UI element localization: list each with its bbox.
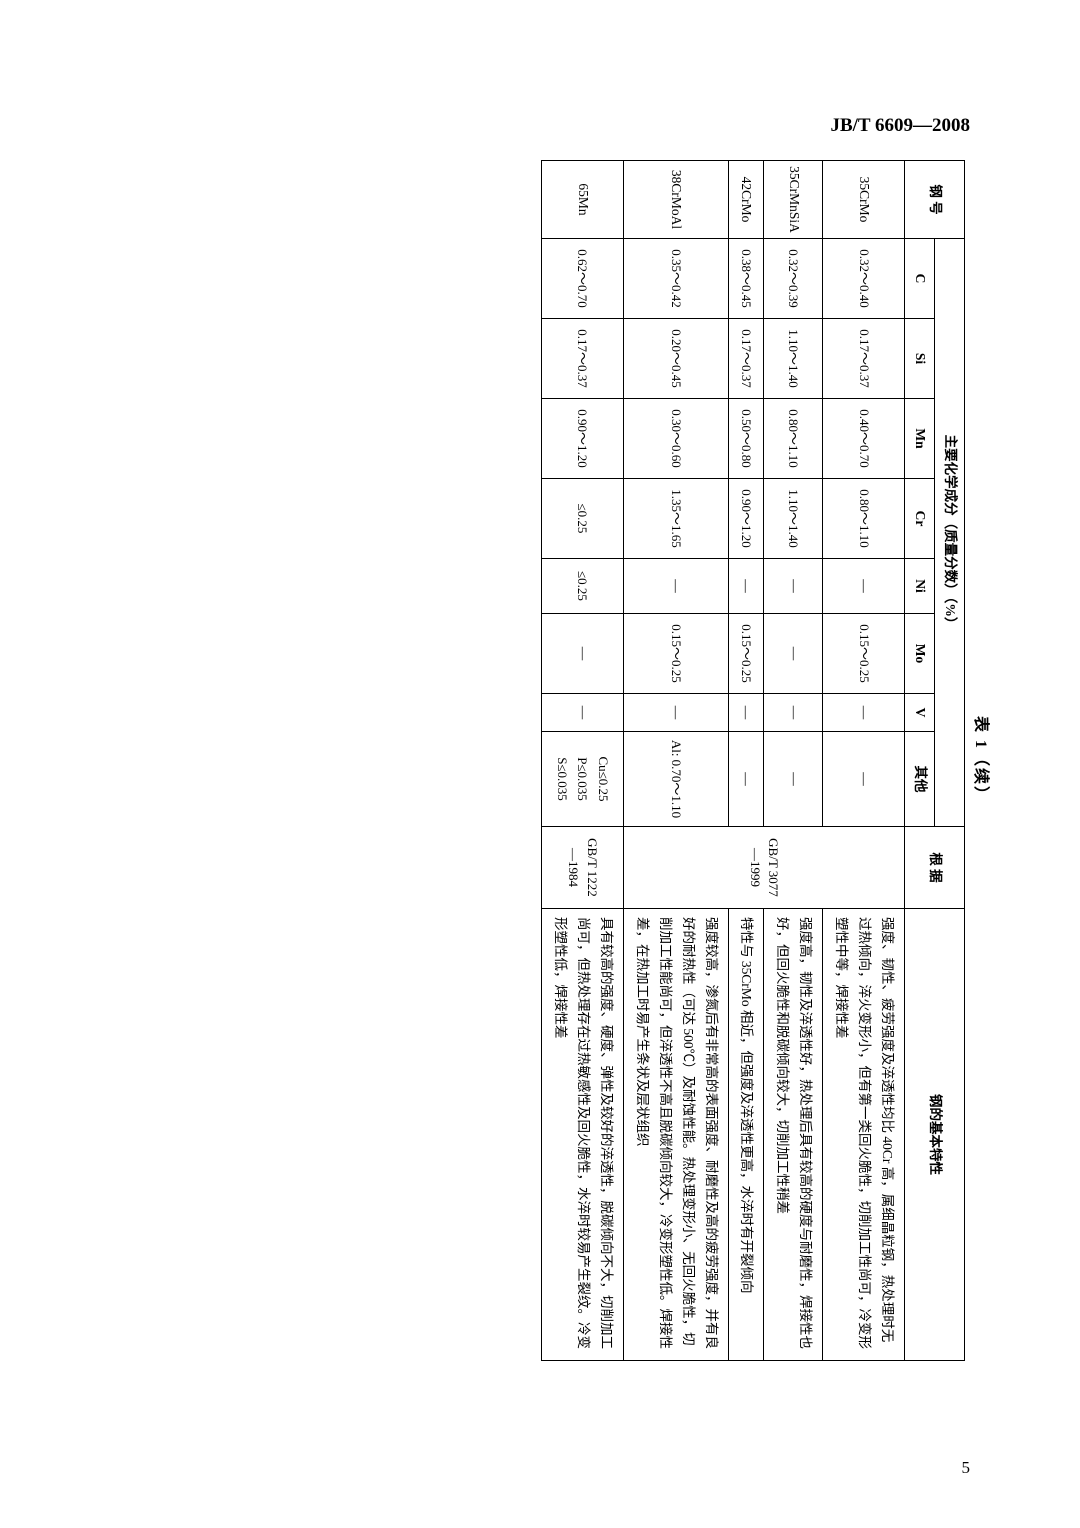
cell-ni: —: [764, 559, 823, 614]
other-line: S≤0.035: [555, 757, 570, 801]
cell-other: —: [764, 732, 823, 827]
cell-mn: 0.30～0.60: [623, 399, 728, 479]
th-ref: 根 据: [905, 827, 965, 909]
th-v: V: [905, 694, 935, 732]
cell-mn: 0.50～0.80: [728, 399, 764, 479]
other-line: Cu≤0.25: [596, 756, 611, 801]
cell-si: 0.17～0.37: [541, 319, 623, 399]
cell-cr: 1.35～1.65: [623, 479, 728, 559]
cell-v: —: [541, 694, 623, 732]
cell-v: —: [764, 694, 823, 732]
cell-ref-1222: GB/T 1222—1984: [541, 827, 623, 909]
th-si: Si: [905, 319, 935, 399]
cell-cr: 1.10～1.40: [764, 479, 823, 559]
th-desc: 钢的基本特性: [905, 909, 965, 1361]
cell-si: 0.17～0.37: [728, 319, 764, 399]
th-mo: Mo: [905, 614, 935, 694]
cell-other: Al: 0.70～1.10: [623, 732, 728, 827]
table-row: 35CrMnSiA 0.32～0.39 1.10～1.40 0.80～1.10 …: [764, 161, 823, 1361]
th-mn: Mn: [905, 399, 935, 479]
table-row: 38CrMoAl 0.35～0.42 0.20～0.45 0.30～0.60 1…: [623, 161, 728, 1361]
header-row-1: 钢 号 主要化学成分（质量分数）（%） 根 据 钢的基本特性: [935, 161, 965, 1361]
rotated-table-wrap: 表 1（续） 钢 号 主要化学成分（质量分数）（%） 根 据 钢的基本特性 C …: [95, 160, 995, 1360]
cell-other: —: [823, 732, 905, 827]
table-row: 42CrMo 0.38～0.45 0.17～0.37 0.50～0.80 0.9…: [728, 161, 764, 1361]
th-grade: 钢 号: [905, 161, 965, 239]
cell-cr: 0.80～1.10: [823, 479, 905, 559]
cell-v: —: [728, 694, 764, 732]
page-number: 5: [962, 1458, 971, 1478]
table-body: 35CrMo 0.32～0.40 0.17～0.37 0.40～0.70 0.8…: [541, 161, 904, 1361]
cell-c: 0.32～0.40: [823, 239, 905, 319]
cell-c: 0.35～0.42: [623, 239, 728, 319]
cell-c: 0.62～0.70: [541, 239, 623, 319]
cell-c: 0.38～0.45: [728, 239, 764, 319]
th-chem-group: 主要化学成分（质量分数）（%）: [935, 239, 965, 827]
cell-mn: 0.40～0.70: [823, 399, 905, 479]
cell-mo: —: [541, 614, 623, 694]
cell-ni: ≤0.25: [541, 559, 623, 614]
cell-mn: 0.90～1.20: [541, 399, 623, 479]
table-row: 35CrMo 0.32～0.40 0.17～0.37 0.40～0.70 0.8…: [823, 161, 905, 1361]
cell-desc: 强度、韧性、疲劳强度及淬透性均比 40Cr 高，属细晶粒钢，热处理时无过热倾向，…: [823, 909, 905, 1361]
cell-desc: 具有较高的强度、硬度、弹性及较好的淬透性，脱碳倾向不大，切削加工尚可，但热处理存…: [541, 909, 623, 1361]
cell-v: —: [823, 694, 905, 732]
table-caption: 表 1（续）: [971, 160, 995, 1360]
cell-ni: —: [728, 559, 764, 614]
cell-ni: —: [823, 559, 905, 614]
page: JB/T 6609—2008 表 1（续） 钢 号 主要化学成分（质量分数）（%…: [0, 0, 1080, 1528]
cell-desc: 强度高，韧性及淬透性好，热处理后具有较高的硬度与耐磨性，焊接性也好，但回火脆性和…: [764, 909, 823, 1361]
cell-mo: 0.15～0.25: [623, 614, 728, 694]
cell-ni: —: [623, 559, 728, 614]
cell-grade: 35CrMo: [823, 161, 905, 239]
cell-other: Cu≤0.25 P≤0.035 S≤0.035: [541, 732, 623, 827]
cell-mo: 0.15～0.25: [823, 614, 905, 694]
table-row: 65Mn 0.62～0.70 0.17～0.37 0.90～1.20 ≤0.25…: [541, 161, 623, 1361]
cell-mo: 0.15～0.25: [728, 614, 764, 694]
standard-code: JB/T 6609—2008: [830, 115, 970, 137]
cell-grade: 65Mn: [541, 161, 623, 239]
cell-ref-3077: GB/T 3077—1999: [623, 827, 904, 909]
cell-other: —: [728, 732, 764, 827]
cell-mo: —: [764, 614, 823, 694]
cell-si: 0.20～0.45: [623, 319, 728, 399]
cell-si: 0.17～0.37: [823, 319, 905, 399]
cell-desc: 强度较高，渗氮后有非常高的表面强度、耐磨性及高的疲劳强度，并有良好的耐热性（可达…: [623, 909, 728, 1361]
cell-v: —: [623, 694, 728, 732]
cell-grade: 38CrMoAl: [623, 161, 728, 239]
th-other: 其他: [905, 732, 935, 827]
steel-composition-table: 钢 号 主要化学成分（质量分数）（%） 根 据 钢的基本特性 C Si Mn C…: [541, 160, 965, 1361]
th-cr: Cr: [905, 479, 935, 559]
other-line: P≤0.035: [575, 757, 590, 801]
cell-grade: 42CrMo: [728, 161, 764, 239]
table-head: 钢 号 主要化学成分（质量分数）（%） 根 据 钢的基本特性 C Si Mn C…: [905, 161, 965, 1361]
cell-c: 0.32～0.39: [764, 239, 823, 319]
cell-cr: 0.90～1.20: [728, 479, 764, 559]
th-c: C: [905, 239, 935, 319]
cell-grade: 35CrMnSiA: [764, 161, 823, 239]
th-ni: Ni: [905, 559, 935, 614]
cell-cr: ≤0.25: [541, 479, 623, 559]
cell-mn: 0.80～1.10: [764, 399, 823, 479]
cell-si: 1.10～1.40: [764, 319, 823, 399]
cell-desc: 特性与 35CrMo 相近，但强度及淬透性更高，水淬时有开裂倾向: [728, 909, 764, 1361]
